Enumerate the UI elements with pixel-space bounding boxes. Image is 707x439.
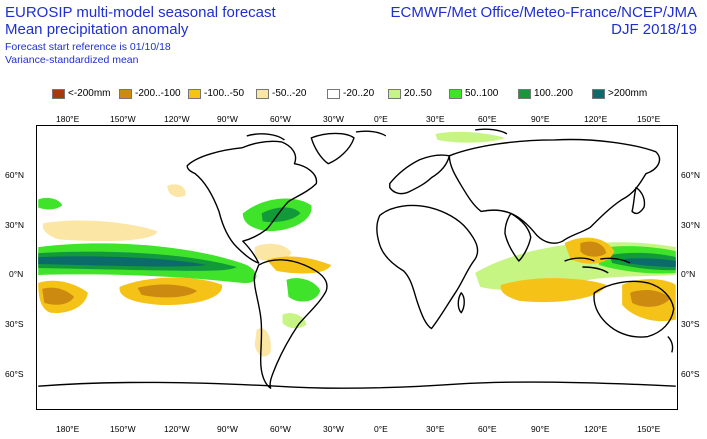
precipitation-anomaly-map (36, 125, 678, 410)
lon-label-bottom: 0°E (374, 424, 388, 434)
lon-label-top: 60°E (478, 114, 497, 124)
lon-label-top: 0°E (374, 114, 388, 124)
anomaly-region (254, 328, 271, 357)
legend-swatch (256, 89, 269, 99)
lat-label-right: 60°S (681, 369, 700, 379)
anomaly-region (38, 197, 63, 210)
legend-label: 50..100 (465, 88, 499, 99)
anomaly-region (435, 131, 505, 143)
lon-label-top: 90°E (531, 114, 550, 124)
lon-label-bottom: 120°W (164, 424, 190, 434)
lon-label-bottom: 150°E (637, 424, 661, 434)
lat-label-right: 30°N (681, 220, 700, 230)
coastline-asia (448, 138, 661, 244)
legend-label: 20..50 (404, 88, 432, 99)
lon-label-bottom: 150°W (110, 424, 136, 434)
lon-label-top: 90°W (217, 114, 238, 124)
coastline-north-america (186, 140, 318, 264)
legend-label: 100..200 (534, 88, 573, 99)
lat-label-left: 60°N (5, 170, 24, 180)
legend-swatch (592, 89, 605, 99)
coastline-arctic-islands (246, 128, 508, 141)
anomaly-region (137, 284, 198, 298)
lon-label-top: 60°W (270, 114, 291, 124)
legend-swatch (188, 89, 201, 99)
legend-label: -50..-20 (272, 88, 307, 99)
lon-label-bottom: 90°W (217, 424, 238, 434)
legend-swatch (327, 89, 340, 99)
coastline-madagascar (457, 292, 465, 314)
lat-label-right: 60°N (681, 170, 700, 180)
legend-label: <-200mm (68, 88, 111, 99)
anomaly-region (286, 278, 321, 302)
lon-label-bottom: 120°E (584, 424, 608, 434)
anomaly-fields (38, 131, 676, 357)
lon-label-top: 180°E (56, 114, 80, 124)
coastline-india (504, 212, 532, 262)
legend-swatch (518, 89, 531, 99)
anomaly-region (42, 287, 74, 305)
legend-swatch (388, 89, 401, 99)
lon-label-bottom: 30°W (323, 424, 344, 434)
lon-label-bottom: 30°E (426, 424, 445, 434)
lon-label-top: 150°W (110, 114, 136, 124)
season-title: DJF 2018/19 (611, 21, 697, 38)
coastline-indonesia (564, 257, 631, 274)
centres-title: ECMWF/Met Office/Meteo-France/NCEP/JMA (390, 4, 697, 21)
lat-label-right: 0°N (681, 269, 696, 279)
legend-swatch (52, 89, 65, 99)
lon-label-top: 30°E (426, 114, 445, 124)
anomaly-region (42, 220, 158, 242)
lat-label-left: 60°S (5, 369, 24, 379)
anomaly-region (580, 241, 607, 257)
lat-label-left: 30°N (5, 220, 24, 230)
lon-label-bottom: 90°E (531, 424, 550, 434)
anomaly-region (630, 289, 670, 307)
variance-note: Variance-standardized mean (5, 54, 139, 66)
coastline-africa (376, 204, 479, 330)
lon-label-top: 150°E (637, 114, 661, 124)
legend-swatch (449, 89, 462, 99)
lon-label-top: 120°E (584, 114, 608, 124)
title-line2: Mean precipitation anomaly (5, 21, 189, 38)
coastline-south-america (253, 259, 328, 389)
legend-label: -200..-100 (135, 88, 181, 99)
lon-label-top: 120°W (164, 114, 190, 124)
anomaly-region (38, 256, 208, 267)
lon-label-top: 30°W (323, 114, 344, 124)
coastline-new-zealand (667, 336, 674, 353)
anomaly-region (500, 278, 607, 303)
forecast-reference: Forecast start reference is 01/10/18 (5, 41, 171, 53)
anomaly-region (266, 256, 332, 274)
anomaly-region (167, 184, 186, 198)
lat-label-left: 30°S (5, 319, 24, 329)
lon-label-bottom: 180°E (56, 424, 80, 434)
lat-label-left: 0°N (9, 269, 24, 279)
coastline-antarctica (38, 381, 676, 390)
legend-label: -20..20 (343, 88, 375, 99)
lon-label-bottom: 60°W (270, 424, 291, 434)
coastline-greenland (310, 132, 355, 165)
legend-label: >200mm (608, 88, 648, 99)
legend-swatch (119, 89, 132, 99)
coastline-australia (593, 280, 675, 338)
anomaly-region (261, 207, 301, 223)
lon-label-bottom: 60°E (478, 424, 497, 434)
title-line1: EUROSIP multi-model seasonal forecast (5, 4, 276, 21)
legend-label: -100..-50 (204, 88, 245, 99)
coastlines (38, 128, 676, 390)
lat-label-right: 30°S (681, 319, 700, 329)
anomaly-region (624, 258, 676, 268)
coastline-japan (631, 186, 646, 215)
coastline-europe (389, 154, 451, 195)
anomaly-region (282, 313, 307, 329)
